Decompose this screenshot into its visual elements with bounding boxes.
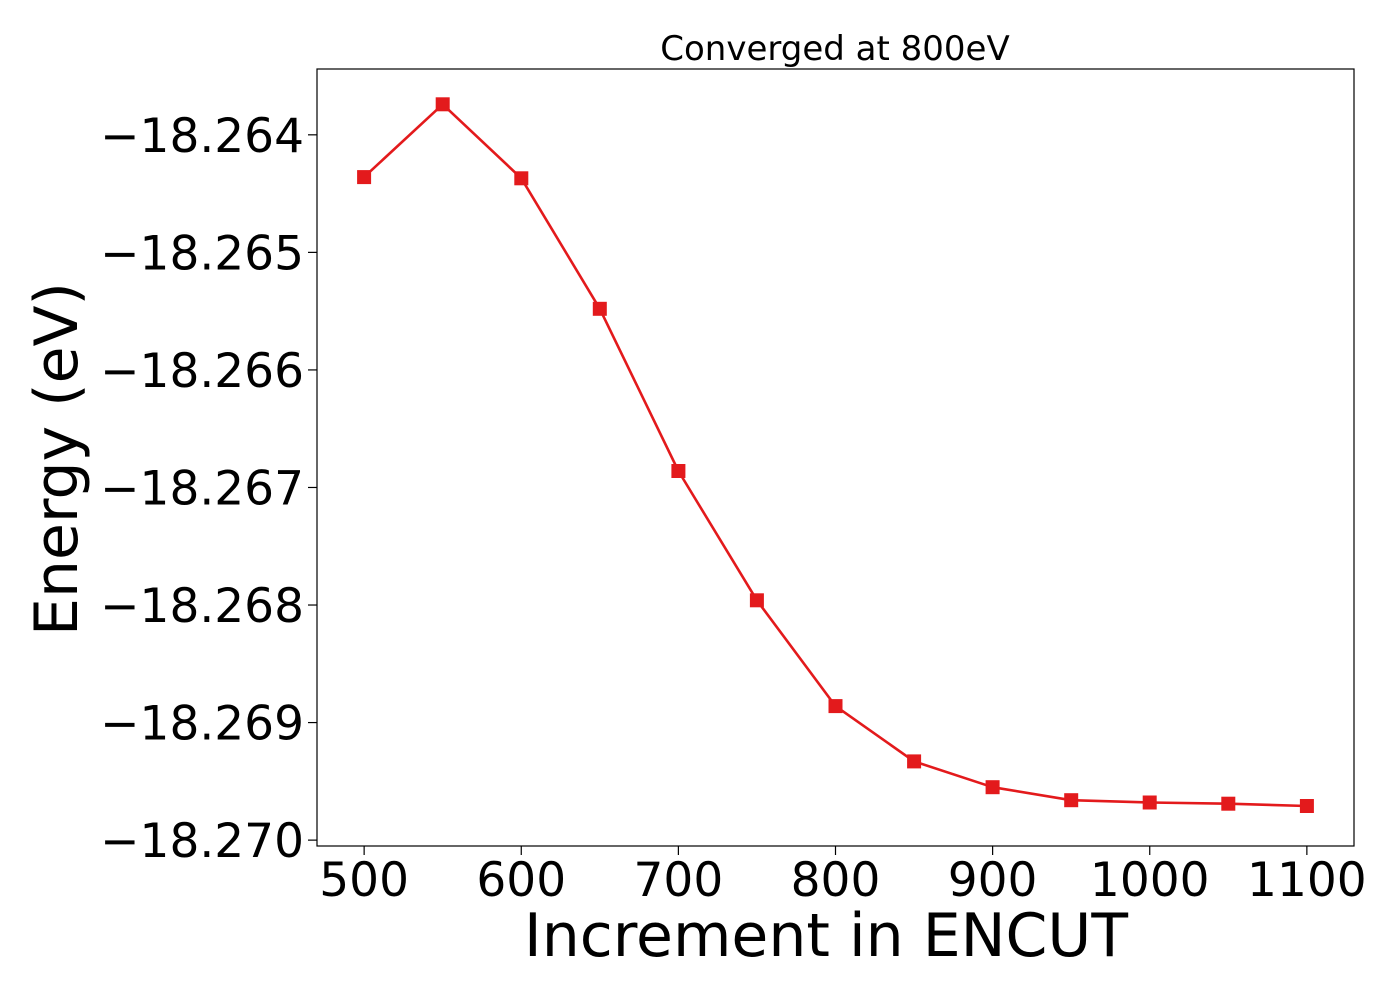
data-point-marker [1064,793,1079,808]
y-tick-label: −18.268 [100,579,304,634]
x-axis-label: Increment in ENCUT [524,901,1128,971]
data-point-marker [1221,796,1236,811]
data-point-marker [828,699,843,714]
y-tick-label: −18.266 [100,344,304,399]
x-tick-label: 1000 [1090,853,1210,908]
data-point-marker [907,754,922,769]
data-point-marker [514,171,529,186]
data-point-marker [357,170,372,185]
x-tick-label: 900 [948,853,1038,908]
x-tick-label: 700 [634,853,724,908]
y-tick-label: −18.264 [100,109,304,164]
data-point-marker [671,464,686,478]
y-tick-label: −18.269 [100,697,304,752]
x-tick-label: 1100 [1247,853,1367,908]
y-tick-label: −18.265 [100,226,304,281]
x-tick-label: 800 [791,853,881,908]
chart-title: Converged at 800eV [660,29,1009,69]
data-point-marker [749,593,764,608]
y-axis-ticks: −18.264 −18.265 −18.266 −18.267 −18.268 −18.2… [100,109,317,869]
plot-frame [316,68,1355,847]
y-tick-label: −18.267 [100,461,304,516]
series-layer [357,97,1314,813]
data-point-marker [1142,795,1157,810]
y-tick-label: −18.270 [100,814,304,869]
y-axis-label: Energy (eV) [22,282,92,636]
x-axis-ticks: 500 600 700 800 900 1000 1100 [319,846,1367,908]
data-point-marker [985,780,1000,795]
data-point-marker [1299,799,1314,813]
x-tick-label: 500 [319,853,409,908]
data-point-marker [592,301,607,316]
x-tick-label: 600 [476,853,566,908]
data-point-marker [435,97,450,112]
